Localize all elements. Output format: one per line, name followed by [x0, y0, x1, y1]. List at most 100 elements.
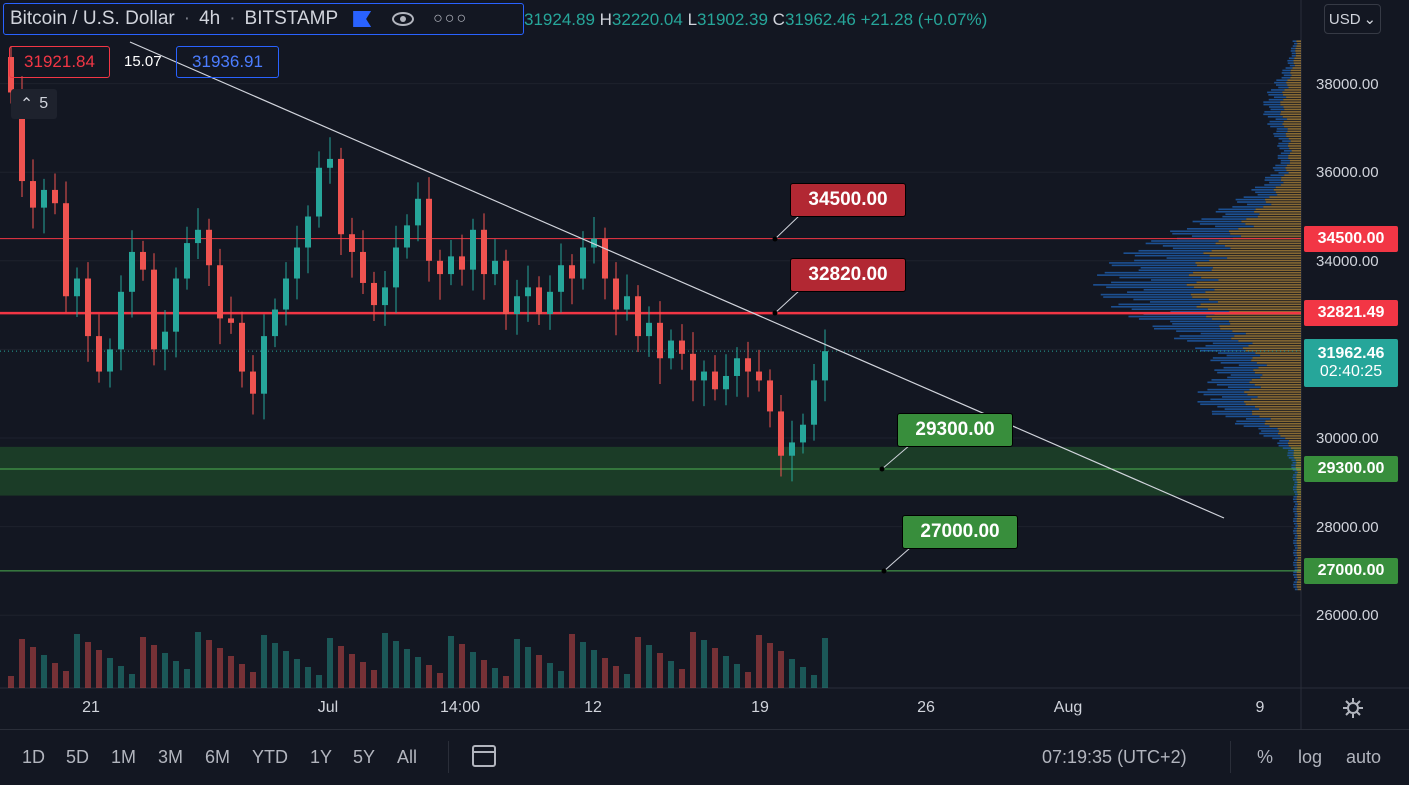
callout-anchor [772, 236, 778, 242]
volume-bar [173, 661, 179, 688]
volume-profile-bar [1284, 108, 1301, 111]
range-3m-button[interactable]: 3M [158, 747, 184, 767]
volume-profile-bar [1288, 137, 1301, 140]
volume-bar [283, 651, 289, 688]
volume-profile-bar [1265, 420, 1301, 423]
volume-bar [184, 669, 190, 688]
range-1y-button[interactable]: 1Y [310, 747, 333, 767]
volume-profile-bar [1293, 486, 1297, 488]
log-toggle[interactable]: log [1298, 747, 1323, 767]
callout-pointer [883, 547, 911, 572]
price-chart[interactable] [0, 0, 1409, 729]
change-value: +21.28 (+0.07%) [860, 10, 988, 29]
volume-profile-bar [1277, 427, 1301, 430]
volume-profile-bar [1296, 542, 1301, 544]
volume-profile-bar [1225, 245, 1301, 247]
volume-profile-bar [1151, 240, 1219, 242]
volume-bar [85, 642, 91, 688]
volume-profile-bar [1288, 154, 1301, 157]
candle-body [382, 287, 388, 306]
volume-profile-bar [1260, 354, 1301, 357]
volume-profile-bar [1223, 366, 1259, 369]
volume-profile-bar [1280, 152, 1290, 155]
percent-toggle[interactable]: % [1257, 747, 1274, 767]
volume-profile-bar [1283, 106, 1301, 108]
volume-profile-bar [1265, 201, 1301, 203]
volume-profile-bar [1193, 286, 1301, 289]
currency-select[interactable]: USD ⌄ [1324, 4, 1381, 34]
volume-profile-bar [1187, 340, 1239, 342]
volume-profile-bar [1244, 401, 1301, 403]
candle-body [371, 282, 377, 306]
volume-profile-bar [1195, 262, 1301, 264]
volume-profile-bar [1200, 303, 1301, 306]
time-tick: 19 [751, 699, 769, 716]
calendar-icon[interactable] [472, 745, 496, 767]
volume-profile-bar [1252, 342, 1301, 345]
candle-body [448, 256, 454, 275]
callout-32820[interactable]: 32820.00 [790, 258, 906, 292]
range-5y-button[interactable]: 5Y [353, 747, 376, 767]
volume-profile-bar [1297, 525, 1301, 527]
range-5d-button[interactable]: 5D [66, 747, 90, 767]
symbol-legend[interactable]: Bitcoin / U.S. Dollar · 4h · BITSTAMP ○○… [3, 3, 524, 35]
volume-profile-bar [1293, 62, 1301, 64]
volume-profile-bar [1269, 106, 1284, 108]
volume-profile-bar [1295, 55, 1301, 57]
gear-icon[interactable] [1342, 697, 1364, 719]
volume-profile-bar [1294, 544, 1298, 547]
bottom-toolbar [0, 729, 1409, 785]
volume-profile-bar [1220, 362, 1257, 364]
callout-27000[interactable]: 27000.00 [902, 515, 1018, 549]
volume-profile-bar [1193, 271, 1301, 274]
candle-body [316, 167, 322, 217]
volume-profile-bar [1267, 123, 1283, 125]
volume-profile-bar [1270, 174, 1285, 177]
volume-profile-bar [1172, 247, 1231, 250]
candle-body [470, 229, 476, 270]
volume-profile-bar [1217, 301, 1301, 303]
volume-profile-bar [1293, 474, 1297, 476]
callout-34500[interactable]: 34500.00 [790, 183, 906, 217]
more-icon[interactable]: ○○○ [433, 10, 469, 27]
volume-profile-bar [1297, 505, 1301, 508]
range-6m-button[interactable]: 6M [205, 747, 231, 767]
volume-profile-bar [1208, 298, 1301, 301]
volume-bar [360, 662, 366, 688]
volume-profile-bar [1186, 284, 1301, 286]
volume-profile-bar [1203, 252, 1301, 254]
range-1m-button[interactable]: 1M [111, 747, 137, 767]
volume-profile-bar [1093, 284, 1187, 286]
eye-icon[interactable] [392, 12, 415, 26]
volume-profile-bar [1294, 481, 1298, 484]
buy-button[interactable]: 31936.91 [176, 46, 279, 78]
volume-profile-bar [1297, 513, 1301, 515]
collapse-indicators-button[interactable]: ⌃ 5 [11, 89, 57, 119]
volume-bar [228, 656, 234, 688]
volume-profile-bar [1111, 281, 1197, 284]
candle-body [580, 247, 586, 279]
volume-bar [129, 674, 135, 688]
candle-body [129, 251, 135, 292]
volume-profile-bar [1207, 308, 1301, 311]
volume-profile-bar [1251, 189, 1274, 191]
volume-profile-bar [1294, 515, 1298, 518]
volume-bar [712, 648, 718, 688]
volume-profile-bar [1111, 305, 1197, 308]
candle-body [569, 265, 575, 279]
range-1d-button[interactable]: 1D [22, 747, 46, 767]
range-ytd-button[interactable]: YTD [252, 747, 288, 767]
candle-body [8, 57, 14, 93]
volume-profile-bar [1287, 59, 1294, 62]
auto-toggle[interactable]: auto [1346, 747, 1382, 767]
callout-29300[interactable]: 29300.00 [897, 413, 1013, 447]
volume-profile-bar [1258, 366, 1301, 369]
volume-profile-bar [1282, 115, 1301, 118]
range-all-button[interactable]: All [397, 747, 418, 767]
flag-icon[interactable] [353, 11, 372, 27]
candle-body [459, 256, 465, 270]
volume-profile-bar [1243, 196, 1270, 198]
volume-profile-bar [1293, 59, 1301, 62]
volume-profile-bar [1292, 461, 1297, 464]
sell-button[interactable]: 31921.84 [9, 46, 110, 78]
